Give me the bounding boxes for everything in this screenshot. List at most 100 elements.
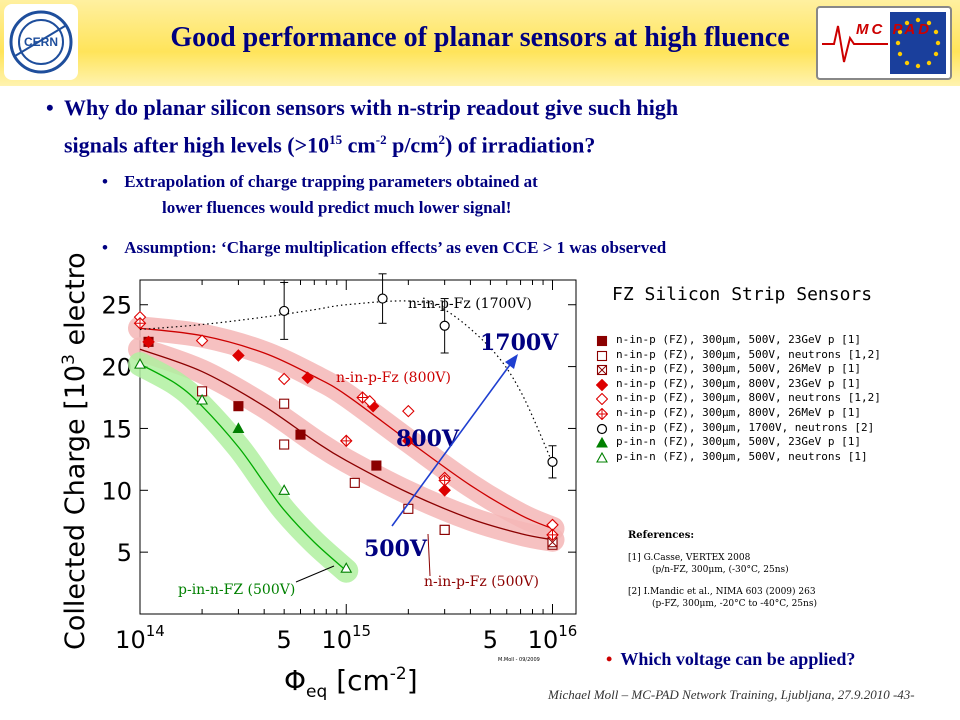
curve-label-p-in-n: p-in-n-FZ (500V) [178, 582, 295, 598]
data-point [340, 562, 353, 573]
legend-entry: p-in-n (FZ), 300μm, 500V, neutrons [1] [596, 450, 881, 465]
reference-2-detail: (p-FZ, 300μm, -20°C to -40°C, 25ns) [652, 599, 817, 609]
question-line-2: signals after high levels (>1015 cm-2 p/… [64, 124, 894, 161]
legend-marker-icon [596, 335, 608, 347]
data-point [439, 320, 450, 331]
fit-curve [139, 327, 553, 530]
x-tick-label: 5 [483, 626, 498, 654]
data-point [596, 378, 608, 391]
legend-marker-icon [596, 365, 608, 376]
data-point [277, 372, 291, 386]
x-axis-label-unit-end: ] [407, 664, 418, 697]
y-axis-label-sup: 3 [59, 354, 79, 365]
x-tick-label: 1015 [321, 622, 371, 654]
y-axis-label-b: electrons] [60, 250, 91, 354]
q2-d: ) of irradiation? [445, 132, 596, 158]
x-tick-label-base: 10 [115, 626, 146, 654]
legend-marker-icon [596, 423, 608, 434]
legend-marker-icon [596, 393, 608, 406]
x-axis-label-sub: eq [306, 682, 327, 700]
data-point [195, 334, 209, 347]
sub-bullet-2-mark: • [102, 238, 108, 257]
x-axis-label-sym: Φ [284, 664, 306, 697]
legend-label: p-in-n (FZ), 300μm, 500V, neutrons [1] [616, 449, 868, 463]
x-tick-label: 5 [277, 626, 292, 654]
chart-curves [139, 300, 554, 572]
mcpad-logo-icon: MC PAD [822, 12, 946, 74]
legend-label: n-in-p (FZ), 300μm, 500V, neutrons [1,2] [616, 347, 881, 361]
legend-entry: n-in-p (FZ), 300μm, 1700V, neutrons [2] [596, 421, 881, 436]
legend-label: n-in-p (FZ), 300μm, 800V, neutrons [1,2] [616, 391, 881, 405]
legend-title: FZ Silicon Strip Sensors [612, 284, 873, 305]
y-axis-label-a: Collected Charge [10 [60, 365, 91, 650]
question-line-1: Why do planar silicon sensors with n-str… [64, 95, 679, 120]
legend-label: n-in-p (FZ), 300μm, 800V, 23GeV p [1] [616, 376, 862, 390]
legend-entry: n-in-p (FZ), 300μm, 800V, 23GeV p [1] [596, 377, 881, 392]
legend-entry: n-in-p (FZ), 300μm, 800V, neutrons [1,2] [596, 391, 881, 406]
data-point [295, 429, 306, 440]
data-point [340, 435, 352, 447]
fit-curve-1700v [139, 300, 554, 464]
data-point [134, 317, 146, 329]
y-tick-label: 10 [101, 477, 132, 505]
sub-bullet-1: • Extrapolation of charge trapping param… [102, 170, 538, 193]
y-axis-label: Collected Charge [103 electrons] [59, 250, 91, 650]
fit-curve [139, 363, 347, 572]
x-tick-label: 1014 [115, 622, 165, 654]
y-tick-label: 15 [101, 415, 132, 443]
reference-1: [1] G.Casse, VERTEX 2008 [628, 553, 751, 563]
slide-footer: Michael Moll – MC-PAD Network Training, … [548, 687, 915, 702]
data-point [439, 524, 450, 535]
data-point [596, 437, 608, 448]
which-bullet-mark: • [606, 649, 613, 669]
annotation-1700v: 1700V [480, 330, 559, 356]
x-tick-label: 1016 [528, 622, 578, 654]
legend-marker-icon [596, 451, 608, 463]
x-axis-label-unit-sup: -2 [390, 664, 407, 684]
which-voltage-bullet: • Which voltage can be applied? [606, 649, 855, 670]
cern-logo: CERN [4, 4, 78, 80]
q2-c: p/cm [386, 132, 439, 158]
reference-1-detail: (p/n-FZ, 300μm, (-30°C, 25ns) [652, 565, 789, 575]
reference-2: [2] I.Mandic et al., NIMA 603 (2009) 263 [628, 587, 816, 597]
x-tick-label-exp: 15 [352, 622, 371, 640]
mcpad-logo-text: MC PAD [856, 21, 932, 38]
sub-bullet-2-text: Assumption: ‘Charge multiplication effec… [124, 238, 667, 257]
data-point [546, 529, 558, 541]
data-point [402, 434, 415, 448]
chart-bands [128, 316, 565, 583]
data-point [547, 456, 558, 467]
q2-b: cm [342, 132, 376, 158]
data-point [596, 423, 608, 434]
legend-entry: n-in-p (FZ), 300μm, 500V, 23GeV p [1] [596, 333, 881, 348]
chart-credit: M.Moll - 09/2009 [498, 657, 540, 663]
x-axis-label-unit: [cm [327, 664, 390, 697]
annotation-500v: 500V [364, 536, 428, 562]
legend-entry: p-in-n (FZ), 300μm, 500V, 23GeV p [1] [596, 435, 881, 450]
references: References: [1] G.Casse, VERTEX 2008 (p/… [628, 530, 817, 610]
q2-sup3: 2 [438, 132, 446, 147]
data-point [377, 293, 388, 304]
x-tick-label-exp: 14 [146, 622, 165, 640]
curve-label-800v: n-in-p-Fz (800V) [336, 370, 451, 386]
x-tick-label-base: 10 [528, 626, 559, 654]
data-point [357, 392, 369, 404]
x-tick-label-base: 5 [483, 626, 498, 654]
slide-header: CERN Good performance of planar sensors … [0, 0, 960, 86]
legend-entry: n-in-p (FZ), 300μm, 800V, 26MeV p [1] [596, 406, 881, 421]
data-point [402, 404, 415, 418]
data-point [142, 335, 155, 349]
data-point [279, 398, 290, 409]
x-tick-label-base: 5 [277, 626, 292, 654]
data-point [232, 422, 245, 433]
voltage-arrow-head [505, 354, 518, 369]
data-point [596, 451, 608, 463]
plot-frame [139, 279, 577, 615]
data-point [279, 439, 290, 450]
fit-curve [139, 348, 553, 541]
data-point [596, 350, 608, 361]
data-point [596, 408, 608, 420]
legend-marker-icon [596, 437, 608, 448]
legend-marker-icon [596, 378, 608, 391]
